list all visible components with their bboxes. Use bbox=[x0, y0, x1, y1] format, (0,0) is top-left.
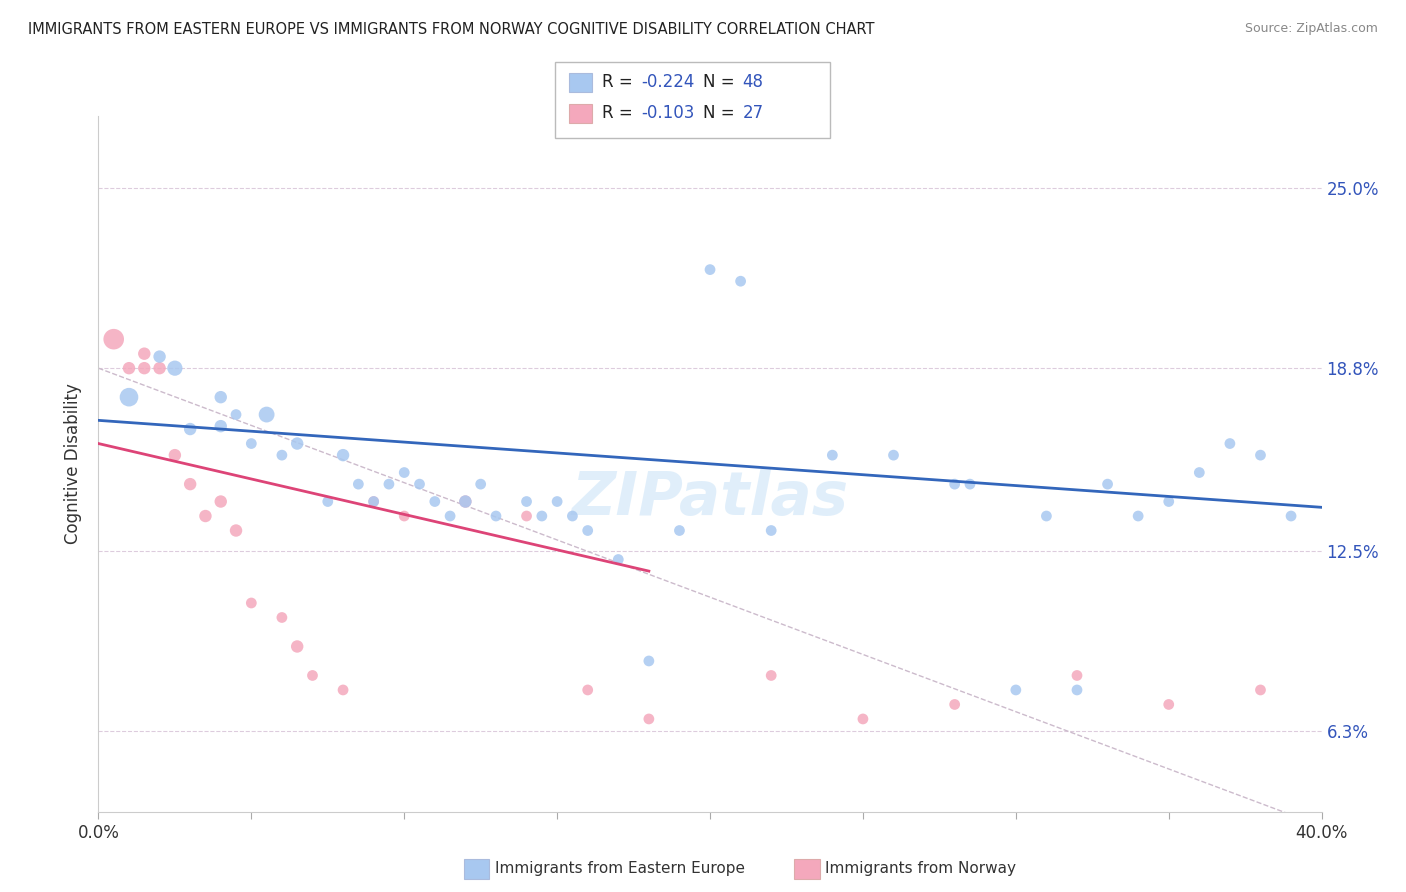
Point bbox=[470, 477, 492, 491]
Point bbox=[546, 494, 568, 508]
Point bbox=[959, 477, 981, 491]
Point bbox=[759, 524, 782, 538]
Point bbox=[516, 494, 538, 508]
Point bbox=[118, 361, 141, 376]
Point bbox=[209, 390, 232, 404]
Point bbox=[149, 361, 172, 376]
Point bbox=[256, 408, 278, 422]
Text: N =: N = bbox=[703, 73, 740, 91]
Point bbox=[240, 436, 263, 450]
Point bbox=[576, 683, 599, 698]
Point bbox=[1157, 698, 1180, 712]
Point bbox=[607, 552, 630, 566]
Y-axis label: Cognitive Disability: Cognitive Disability bbox=[65, 384, 83, 544]
Point bbox=[179, 422, 201, 436]
Point bbox=[285, 436, 308, 450]
Point bbox=[332, 683, 354, 698]
Point bbox=[423, 494, 446, 508]
Point bbox=[637, 654, 661, 668]
Point bbox=[209, 419, 232, 434]
Point bbox=[163, 361, 186, 376]
Point bbox=[408, 477, 430, 491]
Point bbox=[943, 698, 966, 712]
Point bbox=[392, 466, 416, 480]
Text: Source: ZipAtlas.com: Source: ZipAtlas.com bbox=[1244, 22, 1378, 36]
Point bbox=[301, 668, 323, 682]
Point bbox=[363, 494, 385, 508]
Point bbox=[1035, 508, 1057, 523]
Point bbox=[163, 448, 186, 462]
Text: -0.224: -0.224 bbox=[641, 73, 695, 91]
Point bbox=[1188, 466, 1211, 480]
Text: IMMIGRANTS FROM EASTERN EUROPE VS IMMIGRANTS FROM NORWAY COGNITIVE DISABILITY CO: IMMIGRANTS FROM EASTERN EUROPE VS IMMIGR… bbox=[28, 22, 875, 37]
Text: -0.103: -0.103 bbox=[641, 104, 695, 122]
Point bbox=[485, 508, 508, 523]
Point bbox=[516, 508, 538, 523]
Point bbox=[285, 640, 308, 654]
Point bbox=[225, 408, 247, 422]
Point bbox=[392, 508, 416, 523]
Point bbox=[883, 448, 905, 462]
Point bbox=[439, 508, 461, 523]
Text: N =: N = bbox=[703, 104, 740, 122]
Point bbox=[118, 390, 141, 404]
Point bbox=[179, 477, 201, 491]
Point bbox=[943, 477, 966, 491]
Point bbox=[103, 332, 125, 346]
Point bbox=[668, 524, 690, 538]
Text: 48: 48 bbox=[742, 73, 763, 91]
Point bbox=[821, 448, 844, 462]
Text: 27: 27 bbox=[742, 104, 763, 122]
Point bbox=[270, 610, 292, 624]
Point bbox=[378, 477, 401, 491]
Point bbox=[134, 346, 156, 360]
Point bbox=[1249, 683, 1271, 698]
Point bbox=[194, 508, 217, 523]
Point bbox=[561, 508, 583, 523]
Point bbox=[1249, 448, 1271, 462]
Point bbox=[699, 262, 721, 277]
Point bbox=[1128, 508, 1150, 523]
Point bbox=[1004, 683, 1026, 698]
Point bbox=[454, 494, 477, 508]
Point bbox=[1066, 683, 1088, 698]
Point bbox=[347, 477, 370, 491]
Point bbox=[576, 524, 599, 538]
Point bbox=[454, 494, 477, 508]
Point bbox=[209, 494, 232, 508]
Point bbox=[1279, 508, 1302, 523]
Point bbox=[225, 524, 247, 538]
Point bbox=[149, 350, 172, 364]
Point bbox=[332, 448, 354, 462]
Point bbox=[637, 712, 661, 726]
Point bbox=[270, 448, 292, 462]
Point bbox=[316, 494, 339, 508]
Text: R =: R = bbox=[602, 73, 638, 91]
Point bbox=[852, 712, 875, 726]
Point bbox=[1097, 477, 1119, 491]
Point bbox=[1157, 494, 1180, 508]
Point bbox=[1219, 436, 1241, 450]
Text: Immigrants from Eastern Europe: Immigrants from Eastern Europe bbox=[495, 862, 745, 876]
Text: R =: R = bbox=[602, 104, 638, 122]
Point bbox=[730, 274, 752, 288]
Point bbox=[240, 596, 263, 610]
Point bbox=[134, 361, 156, 376]
Text: Immigrants from Norway: Immigrants from Norway bbox=[825, 862, 1017, 876]
Point bbox=[1066, 668, 1088, 682]
Text: ZIPatlas: ZIPatlas bbox=[571, 469, 849, 528]
Point bbox=[363, 494, 385, 508]
Point bbox=[530, 508, 553, 523]
Point bbox=[759, 668, 782, 682]
